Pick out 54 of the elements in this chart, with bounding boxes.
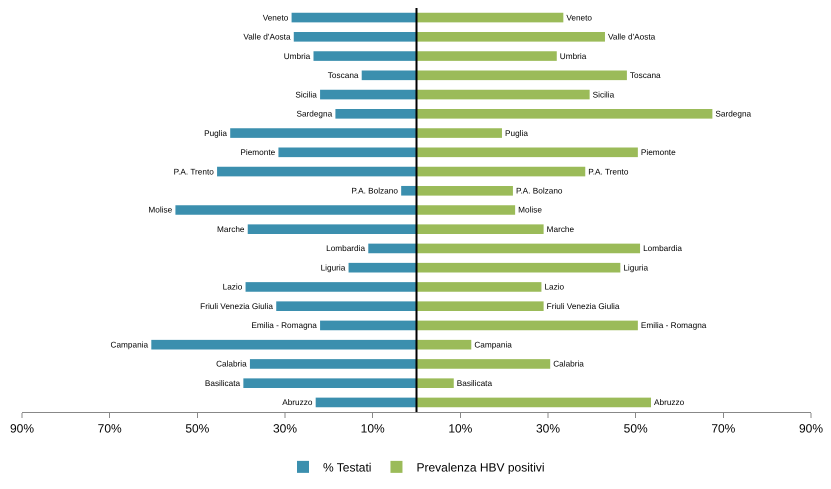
x-tick-label: 50% [185,421,210,436]
bar [292,12,416,22]
bar [416,12,564,22]
bar [416,320,638,330]
bar [276,301,416,311]
bar [416,359,550,369]
bar [416,398,652,408]
bar [348,262,416,273]
x-tick-label: 70% [98,421,122,436]
bar [230,128,416,138]
bar [248,224,416,234]
bar [320,90,416,100]
x-tick-label: 90% [10,421,34,436]
bar [316,398,416,408]
bar [246,282,416,292]
bar [217,166,416,176]
x-tick-label: 10% [360,421,385,436]
bar [250,359,416,369]
bar [416,32,605,42]
bar [416,186,513,196]
bar [320,320,416,330]
bar [335,109,416,119]
x-tick-label: 70% [711,421,736,436]
bar [362,70,416,80]
bar [416,301,544,311]
x-tick-label: 90% [798,421,824,436]
bar [313,51,416,61]
bar [368,244,416,254]
bar [416,340,472,350]
legend-label: % Testati [323,460,372,475]
bar [175,205,416,215]
bar [416,244,640,254]
x-tick-label: 10% [448,421,473,436]
legend-label: Prevalenza HBV positivi [416,460,545,475]
bar [416,205,516,215]
bar [151,340,416,350]
bar [278,147,416,158]
bar [416,90,590,100]
bar [416,224,544,234]
bar [416,166,586,176]
x-tick-label: 30% [272,421,298,436]
bar [294,32,416,42]
bar [416,51,557,61]
x-tick-label: 30% [536,421,560,436]
bar [401,186,416,196]
bar [416,378,454,388]
bar [416,70,627,80]
bar [416,128,502,138]
bar [416,147,638,158]
x-tick-label: 50% [624,421,648,436]
bar [243,378,416,388]
bar [416,109,712,119]
bar [416,282,542,292]
bar [416,262,620,273]
